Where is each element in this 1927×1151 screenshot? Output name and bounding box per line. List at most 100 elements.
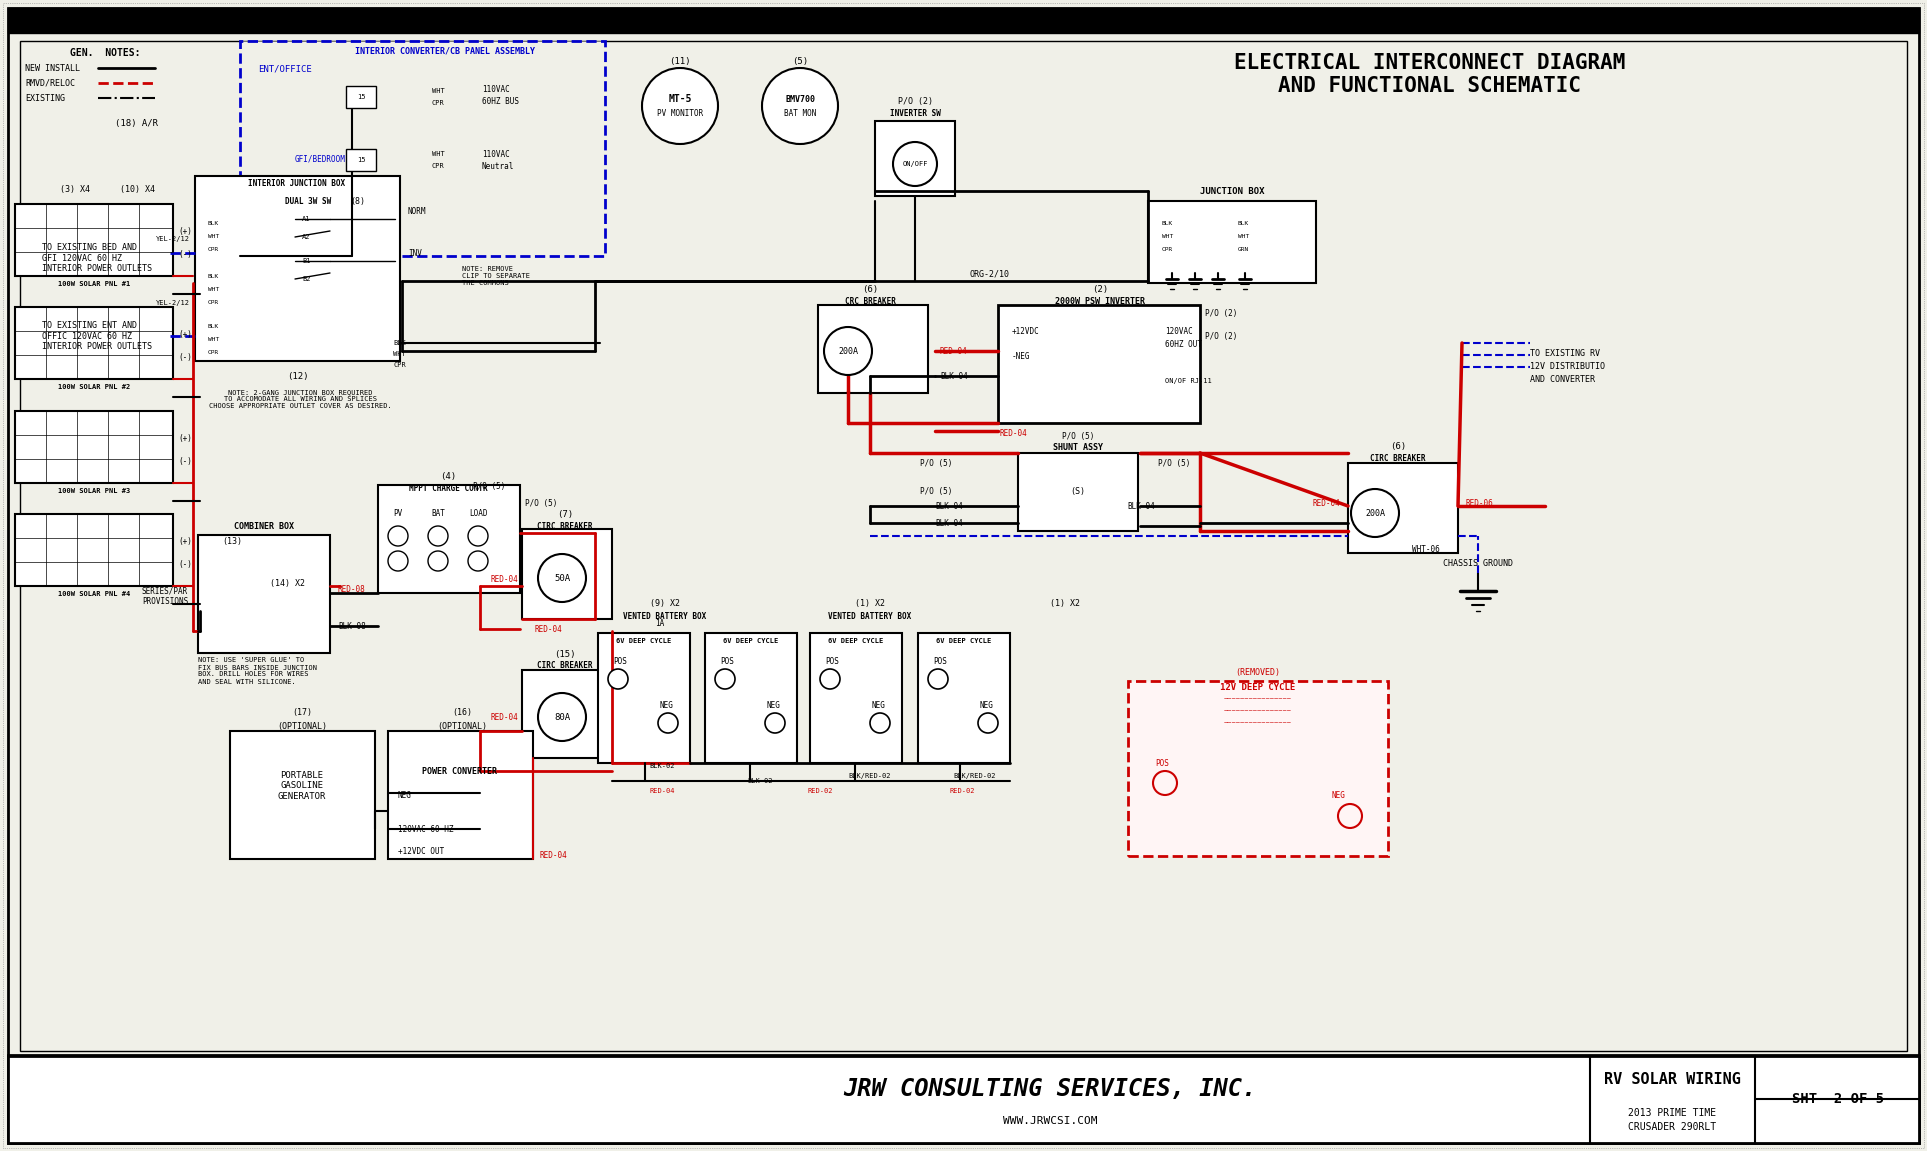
Text: VENTED BATTERY BOX: VENTED BATTERY BOX (622, 611, 707, 620)
Circle shape (1152, 771, 1177, 795)
Text: RV SOLAR WIRING: RV SOLAR WIRING (1603, 1072, 1740, 1087)
Text: 60HZ BUS: 60HZ BUS (482, 97, 518, 106)
Bar (195, 176, 401, 361)
Circle shape (468, 551, 488, 571)
Text: (+): (+) (177, 536, 193, 546)
Text: (16): (16) (453, 709, 472, 717)
Text: P/O (5): P/O (5) (1062, 432, 1095, 441)
Text: TO EXISTING BED AND
GFI 120VAC 60 HZ
INTERIOR POWER OUTLETS: TO EXISTING BED AND GFI 120VAC 60 HZ INT… (42, 243, 152, 273)
Text: (14) X2: (14) X2 (270, 579, 306, 587)
Text: BLK: BLK (1237, 221, 1249, 226)
Text: COMBINER BOX: COMBINER BOX (233, 521, 295, 531)
Circle shape (657, 712, 678, 733)
Circle shape (825, 327, 873, 375)
Text: BLK-04: BLK-04 (935, 518, 964, 527)
Text: BLK: BLK (393, 340, 407, 346)
Text: DUAL 3W SW: DUAL 3W SW (285, 197, 331, 206)
Text: BLK-04: BLK-04 (935, 502, 964, 511)
Text: BAT MON: BAT MON (784, 108, 817, 117)
Text: (-): (-) (177, 250, 193, 259)
Text: RED-04: RED-04 (489, 712, 518, 722)
Text: MT-5: MT-5 (669, 94, 692, 104)
Text: P/O (2): P/O (2) (1204, 331, 1237, 341)
Text: RED-08: RED-08 (337, 585, 366, 594)
Text: NEG: NEG (399, 792, 412, 800)
Text: 200A: 200A (1364, 509, 1386, 518)
Bar (15, 307, 173, 379)
Text: ORG-2/10: ORG-2/10 (969, 269, 1010, 279)
Text: WHT: WHT (208, 234, 220, 238)
Text: NOTE: REMOVE
CLIP TO SEPARATE
THE COMMONS: NOTE: REMOVE CLIP TO SEPARATE THE COMMON… (462, 266, 530, 285)
Text: (-): (-) (177, 352, 193, 361)
Text: CIRC BREAKER: CIRC BREAKER (1370, 453, 1426, 463)
Text: POS: POS (1154, 759, 1170, 768)
Text: ON/OF RJ-11: ON/OF RJ-11 (1166, 378, 1212, 384)
Text: BLK-02: BLK-02 (649, 763, 674, 769)
Text: 100W SOLAR PNL #2: 100W SOLAR PNL #2 (58, 384, 131, 390)
Bar (705, 633, 798, 763)
Bar (347, 86, 376, 108)
Text: YEL-2/12: YEL-2/12 (156, 300, 191, 306)
Text: (6): (6) (861, 284, 879, 294)
Text: MPPT CHARGE CONTR: MPPT CHARGE CONTR (409, 483, 488, 493)
Text: EXISTING: EXISTING (25, 93, 66, 102)
Text: NEG: NEG (1332, 792, 1345, 800)
Text: NOTE: USE 'SUPER GLUE' TO
FIX BUS BARS INSIDE JUNCTION
BOX. DRILL HOLES FOR WIRE: NOTE: USE 'SUPER GLUE' TO FIX BUS BARS I… (198, 657, 318, 685)
Text: (+): (+) (177, 227, 193, 236)
Text: A2: A2 (303, 234, 310, 241)
Text: RED-06: RED-06 (1465, 498, 1493, 508)
Text: ~~~~~~~~~~~~~~~~: ~~~~~~~~~~~~~~~~ (1224, 696, 1291, 702)
Bar (917, 633, 1010, 763)
Text: BLK: BLK (1162, 221, 1174, 226)
Text: BLK-08: BLK-08 (337, 622, 366, 631)
Circle shape (428, 526, 447, 546)
Text: NEG: NEG (767, 701, 780, 710)
Text: Neutral: Neutral (482, 161, 515, 170)
Text: BLK-04: BLK-04 (1127, 502, 1154, 511)
Bar (809, 633, 902, 763)
Circle shape (892, 142, 937, 186)
Text: RED-04: RED-04 (540, 852, 568, 861)
Bar (1349, 463, 1459, 552)
Text: (-): (-) (177, 559, 193, 569)
Text: SHUNT ASSY: SHUNT ASSY (1052, 442, 1102, 451)
Text: 120VAC: 120VAC (1166, 327, 1193, 335)
Text: (-): (-) (177, 457, 193, 465)
Bar (198, 535, 330, 653)
Text: TO EXISTING ENT AND
OFFIC 120VAC 60 HZ
INTERIOR POWER OUTLETS: TO EXISTING ENT AND OFFIC 120VAC 60 HZ I… (42, 321, 152, 351)
Text: (17): (17) (293, 709, 312, 717)
Text: INTERIOR JUNCTION BOX: INTERIOR JUNCTION BOX (249, 178, 345, 188)
Text: PV: PV (393, 509, 403, 518)
Text: CPR: CPR (208, 350, 220, 355)
Text: RED-04: RED-04 (1312, 498, 1339, 508)
Text: (2): (2) (1093, 284, 1108, 294)
Text: 120VAC 60 HZ: 120VAC 60 HZ (399, 824, 453, 833)
Text: BAT: BAT (432, 509, 445, 518)
Text: (1) X2: (1) X2 (1050, 599, 1079, 608)
Text: P/O (2): P/O (2) (1204, 308, 1237, 318)
Text: 6V DEEP CYCLE: 6V DEEP CYCLE (723, 638, 779, 645)
Circle shape (387, 526, 409, 546)
Text: WHT: WHT (1237, 234, 1249, 238)
Text: SERIES/PAR
PROVISIONS: SERIES/PAR PROVISIONS (143, 586, 189, 605)
Text: 15: 15 (356, 94, 366, 100)
Text: WHT: WHT (432, 87, 445, 94)
Text: 100W SOLAR PNL #1: 100W SOLAR PNL #1 (58, 281, 131, 287)
Text: RED-02: RED-02 (950, 788, 975, 794)
Text: WHT: WHT (432, 151, 445, 157)
Text: NEG: NEG (871, 701, 884, 710)
Text: RED-04: RED-04 (649, 788, 674, 794)
Text: RED-04: RED-04 (534, 625, 563, 633)
Text: PV MONITOR: PV MONITOR (657, 108, 703, 117)
Circle shape (761, 68, 838, 144)
Text: WHT-06: WHT-06 (1412, 544, 1439, 554)
Text: BLK/RED-02: BLK/RED-02 (954, 773, 996, 779)
Text: (13): (13) (222, 536, 243, 546)
Bar (8, 1055, 1919, 1143)
Text: P/O (5): P/O (5) (919, 458, 952, 467)
Text: 6V DEEP CYCLE: 6V DEEP CYCLE (617, 638, 673, 645)
Text: BLK/RED-02: BLK/RED-02 (848, 773, 892, 779)
Text: (S): (S) (1071, 487, 1085, 495)
Bar (387, 731, 534, 859)
Text: CPR: CPR (208, 299, 220, 305)
